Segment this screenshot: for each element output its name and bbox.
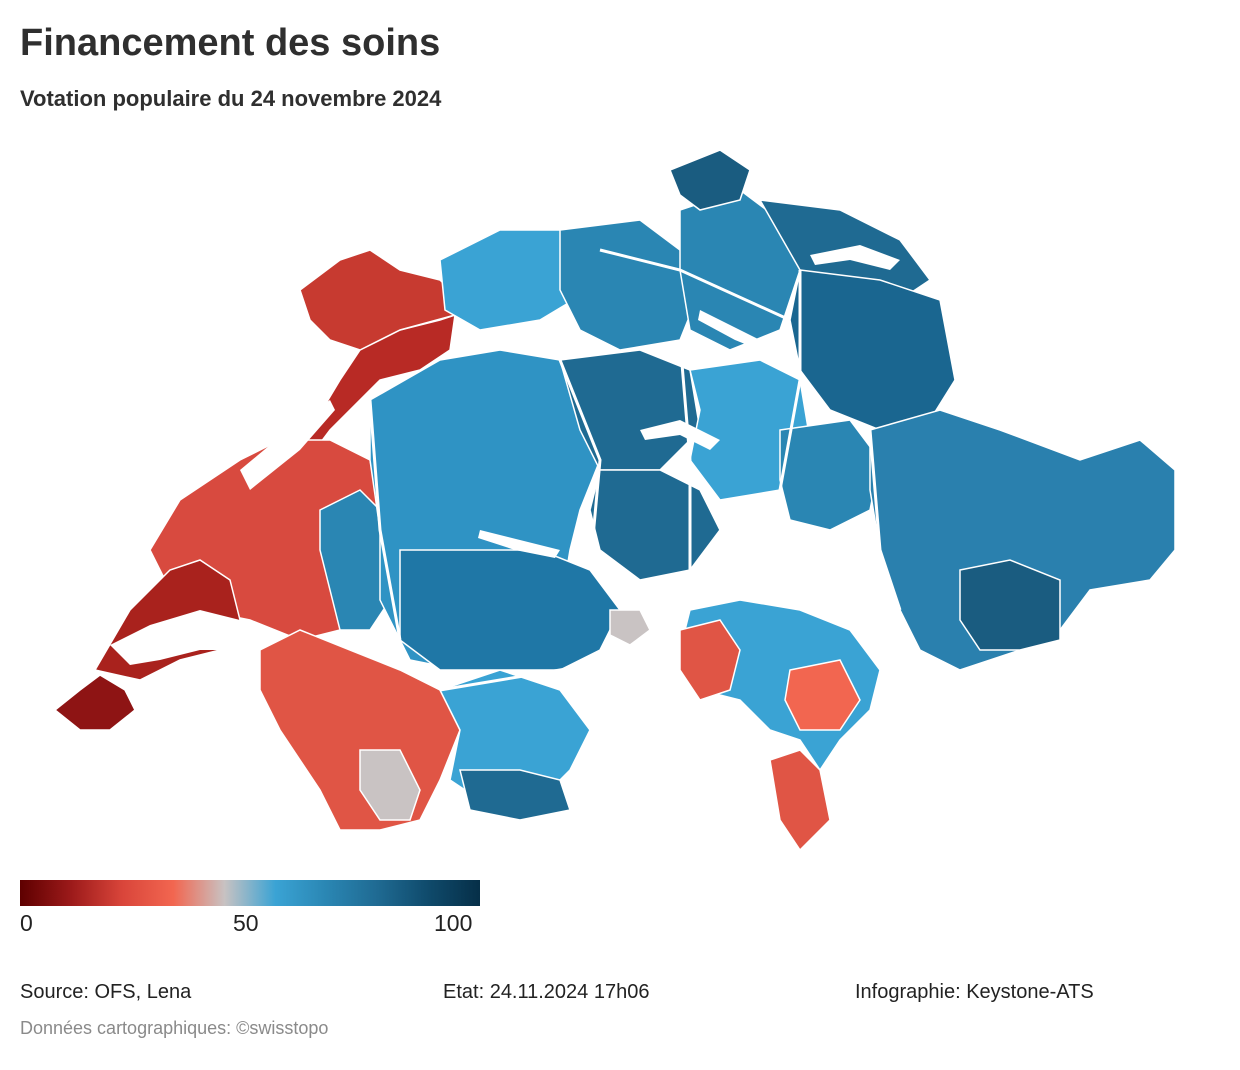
lake-constance [810, 245, 900, 270]
lake-zurich [698, 310, 770, 352]
region-obwalden [589, 469, 721, 581]
region-ticino-south [769, 749, 831, 852]
map-title: Financement des soins [20, 22, 441, 64]
region-valais-upper [459, 769, 571, 821]
lake-lucerne [640, 420, 720, 450]
legend-mid-label: 50 [233, 910, 259, 936]
region-graubuenden-dark [959, 559, 1061, 651]
region-valais-nodata [359, 749, 421, 821]
legend-min-label: 0 [20, 910, 33, 936]
map-subtitle: Votation populaire du 24 novembre 2024 [20, 86, 442, 111]
region-ticino-nodata [609, 609, 651, 646]
lake-thun-brienz [478, 530, 560, 558]
region-geneva [53, 674, 136, 731]
region-stgallen [789, 269, 956, 431]
region-ticino-red-west [679, 619, 741, 701]
switzerland-choropleth-map [53, 149, 1176, 852]
region-bern-oberland [399, 549, 621, 671]
legend-color-scale [20, 880, 480, 906]
canton-borders [368, 248, 902, 692]
legend-max-label: 100 [434, 910, 473, 936]
region-ticino-red-east [784, 659, 861, 731]
lake-geneva [110, 610, 270, 665]
infographic-credit: Infographie: Keystone-ATS [855, 981, 1094, 1003]
lake-neuchatel [240, 400, 335, 490]
region-schaffhausen [669, 149, 751, 211]
region-luzern [559, 349, 701, 471]
state-timestamp: Etat: 24.11.2024 17h06 [443, 981, 650, 1003]
region-basel-aargau [559, 219, 701, 351]
source-text: Source: OFS, Lena [20, 981, 192, 1003]
region-uri-glarus [779, 419, 881, 531]
map-data-credit: Données cartographiques: ©swisstopo [20, 1018, 329, 1038]
